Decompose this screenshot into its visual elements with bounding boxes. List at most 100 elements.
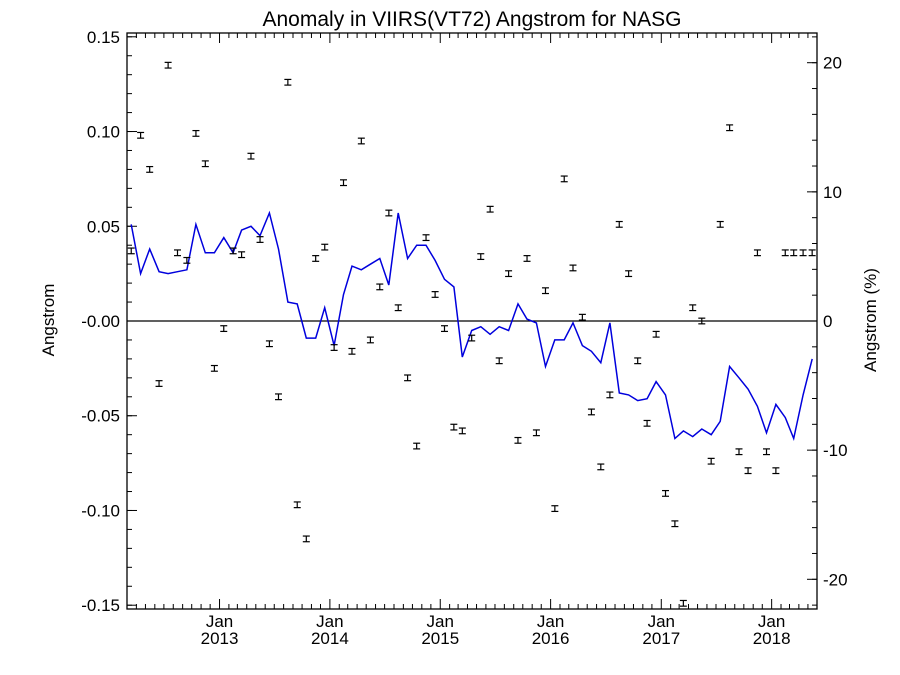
errorbar-point (127, 247, 135, 255)
errorbar-point (458, 427, 466, 435)
errorbar-point (229, 247, 237, 255)
errorbar-point (763, 448, 771, 456)
errorbar-point (247, 152, 255, 160)
errorbar-point (615, 220, 623, 228)
y-axis-label-right: Angstrom (%) (861, 268, 880, 372)
errorbar-point (265, 340, 273, 348)
errorbar-point (284, 78, 292, 86)
errorbar-point (422, 234, 430, 242)
x-tick-label-month: Jan (648, 612, 675, 631)
errorbar-point (569, 264, 577, 272)
errorbar-point (799, 249, 807, 257)
errorbar-point (302, 535, 310, 543)
y-tick-label-left: 0.15 (87, 28, 120, 47)
errorbar-point (707, 457, 715, 465)
x-tick-label-year: 2015 (421, 629, 459, 648)
errorbar-point (625, 270, 633, 278)
errorbar-point (578, 313, 586, 321)
series-line (130, 210, 813, 442)
y-tick-label-right: 0 (823, 312, 832, 331)
errorbar-point (726, 124, 734, 132)
errorbar-point (735, 448, 743, 456)
errorbar-point (155, 380, 163, 387)
errorbar-point (652, 330, 660, 338)
errorbar-point (744, 467, 752, 475)
errorbar-point (753, 249, 761, 257)
errorbar-point (330, 344, 338, 351)
x-tick-label-year: 2017 (642, 629, 680, 648)
errorbar-point (440, 325, 448, 333)
errorbar-point (385, 209, 393, 217)
x-tick-label-month: Jan (316, 612, 343, 631)
errorbar-point (551, 505, 559, 513)
y-tick-label-right: -10 (823, 441, 848, 460)
y-tick-label-right: 20 (823, 54, 842, 73)
errorbar-point (348, 347, 356, 355)
errorbar-point (477, 253, 485, 261)
errorbar-point (413, 442, 421, 450)
errorbar-point (164, 61, 172, 69)
errorbar-point (238, 251, 246, 259)
chart-title: Anomaly in VIIRS(VT72) Angstrom for NASG (263, 8, 682, 31)
errorbar-point (321, 243, 329, 251)
y-tick-label-left: -0.15 (81, 596, 120, 615)
errorbar-point (587, 408, 595, 416)
errorbar-point (643, 419, 651, 427)
plot-area: 0.15 0.10 0.05 -0.00 -0.05 -0.10 -0.15 20 10 0 -10… (81, 28, 847, 648)
errorbar-point (716, 220, 724, 228)
errorbar-point (339, 179, 347, 187)
x-tick-label-year: 2018 (753, 629, 791, 648)
errorbar-point (183, 256, 191, 264)
errorbar-point (790, 249, 798, 257)
errorbar-point (634, 357, 642, 365)
errorbar-point (357, 137, 365, 145)
errorbar-point (523, 255, 531, 262)
errorbar-point (366, 336, 374, 344)
errorbar-point (431, 291, 439, 298)
errorbar-point (532, 429, 540, 437)
errorbar-point (210, 364, 218, 372)
errorbar-point (376, 283, 384, 291)
errorbar-point (312, 255, 320, 262)
x-tick-label-year: 2013 (201, 629, 239, 648)
errorbar-point (560, 175, 568, 183)
y-tick-label-left: -0.00 (81, 312, 120, 331)
errorbar-point (293, 501, 301, 509)
errorbar-point (514, 436, 522, 444)
errorbar-point (689, 304, 697, 312)
errorbar-point (450, 423, 458, 431)
errorbar-point (505, 270, 513, 278)
errorbar-point (468, 334, 476, 342)
errorbar-point (597, 463, 605, 471)
y-axis-label-left: Angstrom (39, 284, 58, 357)
x-tick-label-month: Jan (427, 612, 454, 631)
y-tick-label-left: 0.05 (87, 217, 120, 236)
y-tick-label-left: -0.10 (81, 501, 120, 520)
errorbar-point (679, 599, 687, 607)
x-tick-label-month: Jan (537, 612, 564, 631)
errorbar-point (256, 236, 264, 243)
x-tick-label-month: Jan (758, 612, 785, 631)
x-tick-label-year: 2016 (532, 629, 570, 648)
y-tick-label-left: -0.05 (81, 407, 120, 426)
y-tick-label-left: 0.10 (87, 123, 120, 142)
y-tick-label-right: -20 (823, 570, 848, 589)
errorbar-point (404, 374, 412, 382)
errorbar-point (662, 489, 670, 497)
errorbar-point (146, 165, 154, 173)
errorbar-point (781, 249, 789, 257)
x-tick-label-month: Jan (206, 612, 233, 631)
errorbar-point (192, 129, 200, 137)
errorbar-point (671, 520, 679, 528)
errorbar-point (173, 249, 181, 257)
errorbar-point (808, 249, 816, 257)
errorbar-point (541, 287, 549, 295)
errorbar-point (220, 325, 228, 333)
y-tick-label-right: 10 (823, 183, 842, 202)
errorbar-point (486, 205, 494, 213)
errorbar-point (274, 393, 282, 401)
errorbar-point (201, 160, 209, 168)
errorbar-point (772, 467, 780, 475)
errorbar-point (137, 131, 145, 139)
